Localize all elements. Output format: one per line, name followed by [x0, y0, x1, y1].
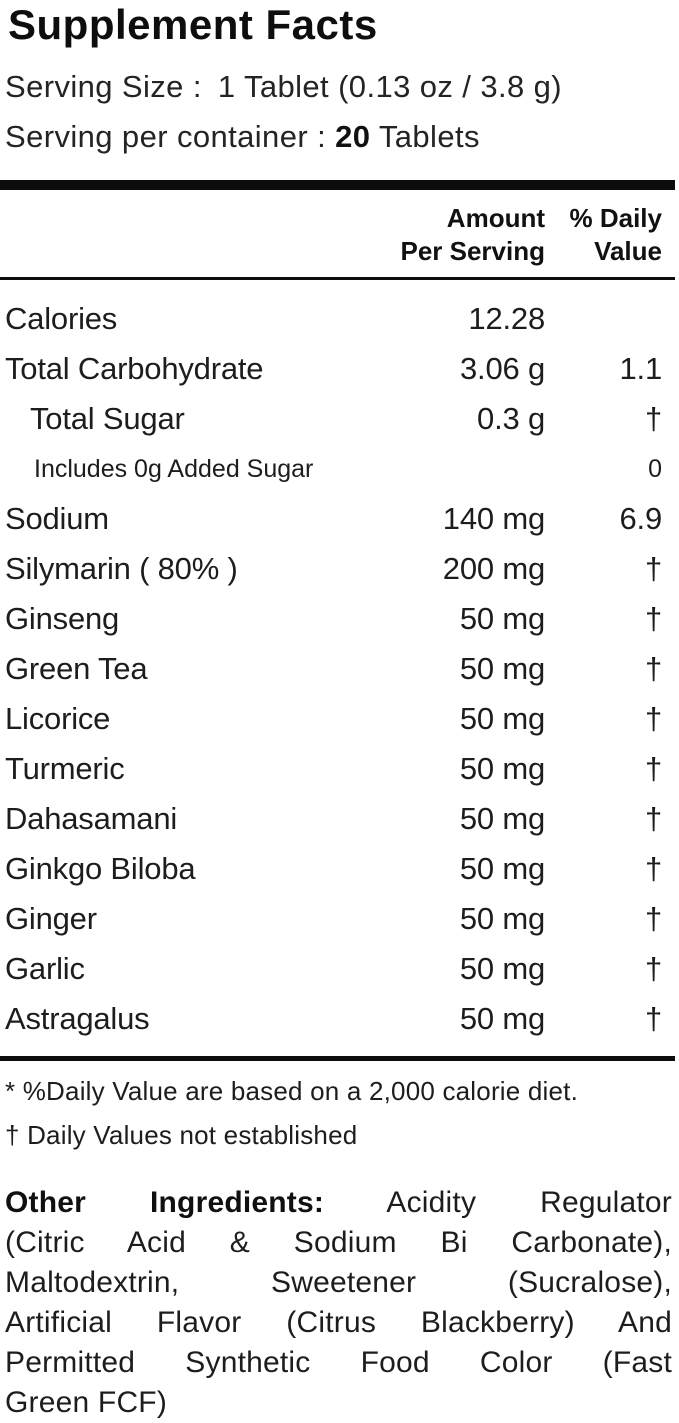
- table-row: Sodium 140 mg 6.9: [0, 494, 679, 544]
- amount-value: 12.28: [468, 301, 545, 336]
- serving-info: Serving Size : 1 Tablet (0.13 oz / 3.8 g)…: [5, 62, 679, 162]
- ingredient-name: Ginseng: [5, 601, 120, 636]
- daily-value-footnote: * %Daily Value are based on a 2,000 calo…: [5, 1076, 579, 1106]
- table-row: Astragalus 50 mg †: [0, 994, 679, 1044]
- other-ingredients: Other Ingredients: Acidity Regulator (Cit…: [5, 1183, 672, 1423]
- other-ingredients-line: Maltodextrin, Sweetener (Sucralose),: [5, 1266, 672, 1299]
- table-row: Total Sugar 0.3 g †: [0, 394, 679, 444]
- serving-size-label: Serving Size :: [5, 69, 202, 104]
- amount-value: 50 mg: [459, 1001, 545, 1036]
- amount-header-line1: Amount: [446, 203, 545, 233]
- ingredient-name: Sodium: [5, 501, 109, 536]
- amount-per-serving-header: Amount Per Serving: [400, 202, 545, 268]
- other-ingredients-line: Other Ingredients: Acidity Regulator: [5, 1186, 672, 1219]
- divider-thin: [0, 277, 675, 280]
- table-row: Includes 0g Added Sugar 0: [0, 444, 679, 494]
- amount-value: 0.3 g: [477, 401, 545, 436]
- daily-value: †: [644, 951, 662, 986]
- table-row: Dahasamani 50 mg †: [0, 794, 679, 844]
- table-row: Calories 12.28: [0, 294, 679, 344]
- table-header: Amount Per Serving % Daily Value: [0, 202, 679, 268]
- daily-value: †: [644, 601, 662, 636]
- amount-value: 200 mg: [442, 551, 545, 586]
- ingredient-name: Turmeric: [5, 751, 125, 786]
- divider-thick: [0, 180, 675, 190]
- daily-value: †: [644, 551, 662, 586]
- ingredient-name: Ginkgo Biloba: [5, 851, 196, 886]
- amount-value: 50 mg: [459, 801, 545, 836]
- amount-value: 50 mg: [459, 651, 545, 686]
- table-row: Total Carbohydrate 3.06 g 1.1: [0, 344, 679, 394]
- amount-header-line2: Per Serving: [400, 236, 545, 266]
- ingredient-name: Astragalus: [5, 1001, 150, 1036]
- table-row: Ginkgo Biloba 50 mg †: [0, 844, 679, 894]
- serving-size-line: Serving Size : 1 Tablet (0.13 oz / 3.8 g): [5, 62, 679, 112]
- other-ingredients-label: Other Ingredients:: [5, 1186, 325, 1219]
- daily-value-header: % Daily Value: [545, 202, 663, 268]
- ingredient-name: Total Sugar: [30, 401, 185, 436]
- ingredient-name: Calories: [5, 301, 118, 336]
- table-row: Garlic 50 mg †: [0, 944, 679, 994]
- servings-per-container-line: Serving per container : 20 Tablets: [5, 112, 679, 162]
- daily-value: †: [644, 851, 662, 886]
- facts-rows: Calories 12.28 Total Carbohydrate 3.06 g…: [0, 294, 679, 1044]
- daily-value-header-line2: Value: [594, 236, 662, 266]
- daily-value: 0: [648, 454, 662, 483]
- amount-value: 50 mg: [459, 901, 545, 936]
- table-row: Silymarin ( 80% ) 200 mg †: [0, 544, 679, 594]
- amount-value: 50 mg: [459, 851, 545, 886]
- amount-value: 50 mg: [459, 951, 545, 986]
- daily-value: †: [644, 751, 662, 786]
- ingredient-name: Dahasamani: [5, 801, 178, 836]
- servings-per-container-unit: Tablets: [378, 119, 480, 154]
- ingredient-name: Silymarin ( 80% ): [5, 551, 238, 586]
- amount-value: 50 mg: [459, 751, 545, 786]
- ingredient-name: Includes 0g Added Sugar: [34, 454, 314, 483]
- divider-mid: [0, 1056, 675, 1061]
- other-ingredients-line: Green FCF): [5, 1386, 168, 1419]
- other-ingredients-line: Permitted Synthetic Food Color (Fast: [5, 1346, 672, 1379]
- table-row: Ginseng 50 mg †: [0, 594, 679, 644]
- ingredient-name: Garlic: [5, 951, 85, 986]
- amount-value: 140 mg: [442, 501, 545, 536]
- table-row: Ginger 50 mg †: [0, 894, 679, 944]
- daily-value-header-line1: % Daily: [569, 203, 663, 233]
- table-row: Turmeric 50 mg †: [0, 744, 679, 794]
- daily-value: 6.9: [619, 501, 663, 536]
- daily-value: †: [644, 901, 662, 936]
- dagger-footnote: † Daily Values not established: [5, 1120, 358, 1150]
- other-ingredients-line: Artificial Flavor (Citrus Blackberry) An…: [5, 1306, 672, 1339]
- amount-value: 50 mg: [459, 601, 545, 636]
- serving-size-value: 1 Tablet (0.13 oz / 3.8 g): [217, 69, 563, 104]
- table-row: Licorice 50 mg †: [0, 694, 679, 744]
- page-title: Supplement Facts: [8, 1, 378, 48]
- table-row: Green Tea 50 mg †: [0, 644, 679, 694]
- daily-value: †: [644, 1001, 662, 1036]
- ingredient-name: Green Tea: [5, 651, 148, 686]
- ingredient-name: Ginger: [5, 901, 97, 936]
- amount-value: 50 mg: [459, 701, 545, 736]
- ingredient-name: Licorice: [5, 701, 111, 736]
- other-ingredients-line: (Citric Acid & Sodium Bi Carbonate),: [5, 1226, 672, 1259]
- servings-per-container-count: 20: [335, 119, 371, 154]
- daily-value: 1.1: [619, 351, 663, 386]
- servings-per-container-label: Serving per container :: [5, 119, 327, 154]
- daily-value: †: [644, 801, 662, 836]
- daily-value: †: [644, 651, 662, 686]
- ingredient-name: Total Carbohydrate: [5, 351, 264, 386]
- daily-value: †: [644, 701, 662, 736]
- daily-value: †: [644, 401, 662, 436]
- amount-value: 3.06 g: [460, 351, 545, 386]
